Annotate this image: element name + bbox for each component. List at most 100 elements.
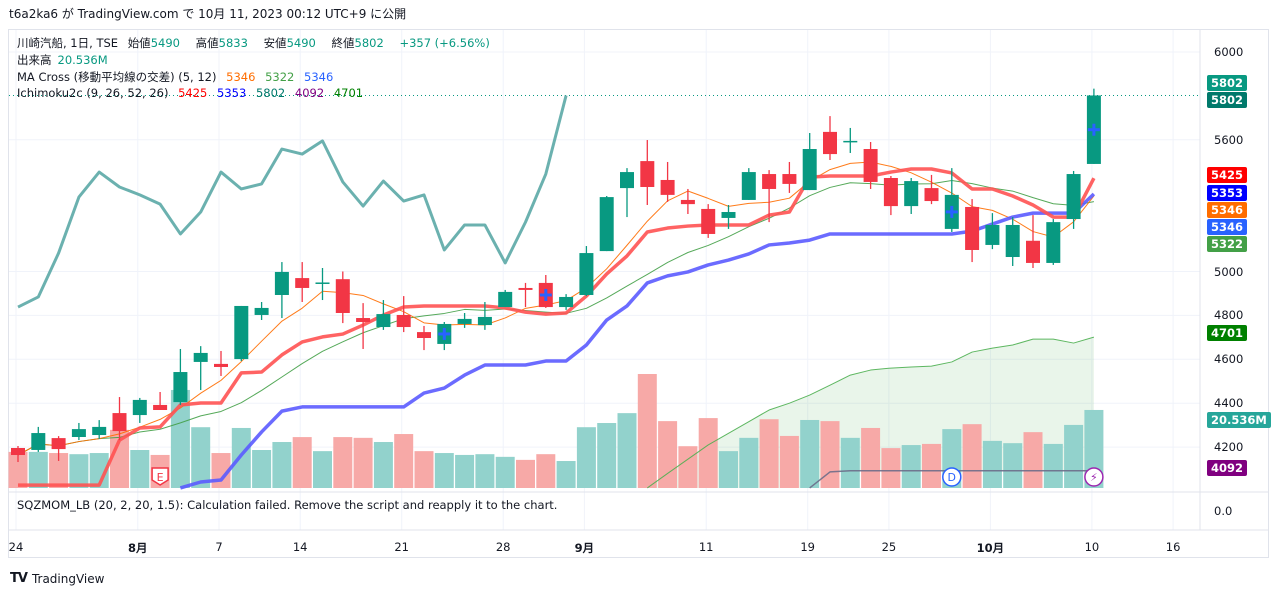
earnings-marker-icon[interactable]: E <box>151 467 169 486</box>
volume-bar <box>597 423 617 488</box>
candle <box>762 170 777 223</box>
volume-value: 20.536M <box>57 53 108 67</box>
indicator-error-message: SQZMOM_LB (20, 2, 20, 1.5): Calculation … <box>17 498 558 512</box>
candle-body <box>173 372 188 403</box>
volume-bar <box>678 446 698 488</box>
candle-body <box>782 174 797 184</box>
candle <box>92 420 107 439</box>
volume-bar <box>49 453 69 488</box>
candle-body <box>376 314 391 328</box>
high-label: 高値 <box>195 36 219 50</box>
candle <box>741 168 756 200</box>
ma-slow-value: 5322 <box>265 70 295 84</box>
date-tick: 24 <box>8 540 24 554</box>
volume-bar <box>231 427 251 488</box>
candle-body <box>802 149 817 191</box>
candle <box>1046 219 1061 265</box>
volume-bar <box>617 413 637 488</box>
candle <box>477 302 492 330</box>
candle-body <box>599 197 614 252</box>
volume-bar <box>1064 424 1084 488</box>
volume-bar <box>556 461 576 488</box>
span-b-value: 4701 <box>333 86 364 100</box>
candle-body <box>579 253 594 295</box>
marker-label: D <box>948 471 956 484</box>
dividend-marker-icon[interactable]: D <box>942 467 962 487</box>
volume-bar <box>759 419 779 488</box>
volume-label: 出来高 <box>17 53 52 67</box>
date-tick: 8月 <box>128 541 148 555</box>
candle <box>417 325 431 351</box>
candle-body <box>762 174 777 189</box>
change-value: +357 (+6.56%) <box>399 36 490 50</box>
ma-cross-legend[interactable]: MA Cross (移動平均線の交差) (5, 12) 5346 5322 53… <box>17 69 339 85</box>
tradingview-logo[interactable]: TV TradingView <box>10 571 104 586</box>
candle-body <box>51 438 66 450</box>
candle-body <box>254 307 269 315</box>
volume-bar <box>901 445 921 488</box>
low-value: 5490 <box>286 36 316 50</box>
volume-bar <box>333 437 353 488</box>
candle-body <box>153 404 168 411</box>
volume-bar <box>272 442 292 488</box>
date-tick: 28 <box>495 540 511 554</box>
volume-bar <box>861 427 881 488</box>
price-axis-label: 5346 <box>1207 219 1248 236</box>
candle-body <box>1066 174 1081 220</box>
volume-bar <box>576 427 596 488</box>
span-a-value: 4092 <box>294 86 325 100</box>
cross-marker-icon <box>438 327 451 340</box>
candle <box>924 174 939 205</box>
candle-body <box>741 172 756 200</box>
candle <box>112 397 127 441</box>
volume-bar <box>292 437 312 488</box>
price-tick: 5000 <box>1214 264 1244 279</box>
candle <box>620 168 634 218</box>
candle <box>71 422 86 441</box>
ma-fast-line <box>17 161 1095 456</box>
split-marker-icon[interactable]: ⚡ <box>1084 467 1104 487</box>
candle-body <box>883 177 898 207</box>
date-tick: 16 <box>1165 540 1181 554</box>
volume-bar <box>434 453 454 488</box>
tradingview-logo-icon: TV <box>10 571 28 586</box>
candle <box>721 204 736 229</box>
price-axis-label: 5322 <box>1207 236 1248 253</box>
volume-bar <box>89 453 109 488</box>
candle-body <box>457 318 472 324</box>
candle <box>883 176 898 216</box>
volume-legend[interactable]: 出来高 20.536M <box>17 52 114 68</box>
cross-marker-icon <box>1087 123 1100 136</box>
candle-body <box>620 172 634 189</box>
price-tick: 6000 <box>1214 45 1244 59</box>
ma-fast-value: 5346 <box>226 70 256 84</box>
candle-body <box>1046 222 1061 263</box>
close-value: 5802 <box>354 36 384 50</box>
ichimoku-legend[interactable]: Ichimoku2c (9, 26, 52, 26) 5425 5353 580… <box>17 86 369 100</box>
date-tick: 9月 <box>574 541 595 555</box>
date-tick: 21 <box>394 540 410 554</box>
candle <box>11 446 25 463</box>
candle <box>985 213 1000 250</box>
price-tick: 4600 <box>1214 352 1244 367</box>
candle <box>254 302 269 321</box>
lagging-span-line <box>17 95 568 309</box>
symbol-name[interactable]: 川崎汽船, 1日, TSE <box>17 36 119 50</box>
volume-bar <box>658 421 678 488</box>
volume-bar <box>800 419 820 488</box>
candle <box>376 300 391 330</box>
candle <box>660 161 675 202</box>
base-value: 5353 <box>217 86 247 100</box>
candle <box>579 246 594 297</box>
date-tick: 14 <box>292 540 308 554</box>
volume-bar <box>414 451 434 488</box>
ichimoku-label: Ichimoku2c (9, 26, 52, 26) <box>17 86 169 100</box>
price-tick: 4400 <box>1214 396 1244 411</box>
candle-body <box>477 316 492 326</box>
volume-bar <box>881 448 901 488</box>
chart-frame <box>8 29 1269 558</box>
volume-bar <box>779 435 799 488</box>
candle-body <box>31 433 46 450</box>
candle <box>356 303 371 349</box>
